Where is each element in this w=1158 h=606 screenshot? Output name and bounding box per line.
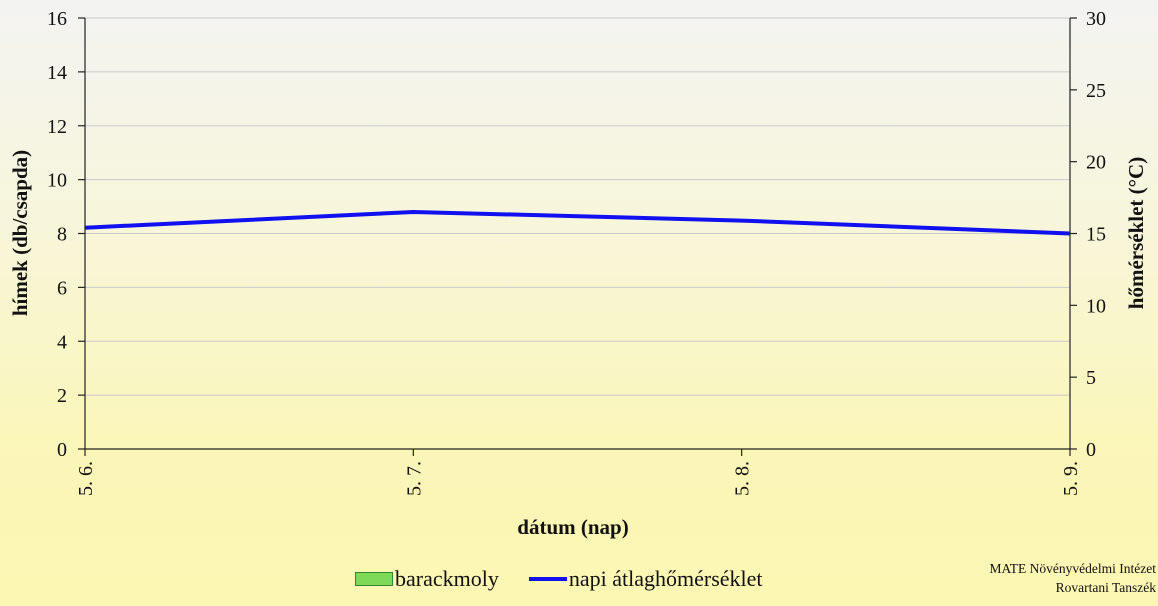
y-right-tick-label: 10 xyxy=(1086,295,1106,317)
x-tick-label: 5. 8. xyxy=(732,461,754,496)
y-left-tick-label: 16 xyxy=(47,8,67,30)
y-right-tick-label: 5 xyxy=(1086,367,1096,389)
legend-item-temperature: napi átlaghőmérséklet xyxy=(499,566,763,592)
legend: barackmoly napi átlaghőmérséklet xyxy=(355,566,763,592)
legend-item-barackmoly: barackmoly xyxy=(355,566,499,592)
y-left-tick-label: 6 xyxy=(57,277,67,299)
x-tick-label: 5. 7. xyxy=(403,461,425,496)
y-left-tick-label: 10 xyxy=(47,170,67,192)
y-left-tick-label: 2 xyxy=(57,385,67,407)
credit-line-1: MATE Növényvédelmi Intézet xyxy=(989,561,1156,576)
legend-bar-label: barackmoly xyxy=(395,566,499,591)
credit-line-2: Rovartani Tanszék xyxy=(1055,580,1156,595)
y-left-tick-label: 14 xyxy=(47,62,67,84)
y-right-tick-label: 25 xyxy=(1086,80,1106,102)
credit: MATE Növényvédelmi Intézet Rovartani Tan… xyxy=(990,559,1156,597)
y-right-tick-label: 15 xyxy=(1086,224,1106,246)
y-axis-right-title: hőmérséklet (°C) xyxy=(1124,157,1148,309)
y-left-tick-label: 4 xyxy=(57,331,67,353)
y-left-tick-label: 0 xyxy=(57,439,67,461)
y-right-tick-label: 0 xyxy=(1086,439,1096,461)
x-axis-title: dátum (nap) xyxy=(517,515,628,539)
y-left-tick-label: 8 xyxy=(57,224,67,246)
x-tick-label: 5. 6. xyxy=(75,461,97,496)
x-tick-label: 5. 9. xyxy=(1060,461,1082,496)
y-axis-left-title: hímek (db/csapda) xyxy=(8,150,32,316)
legend-bar-swatch xyxy=(355,572,393,586)
legend-line-swatch xyxy=(528,577,567,581)
y-left-tick-label: 12 xyxy=(47,116,67,138)
series-line-temperature xyxy=(84,209,1071,236)
y-right-tick-label: 30 xyxy=(1086,8,1106,30)
legend-line-label: napi átlaghőmérséklet xyxy=(568,566,763,591)
y-right-tick-label: 20 xyxy=(1086,152,1106,174)
